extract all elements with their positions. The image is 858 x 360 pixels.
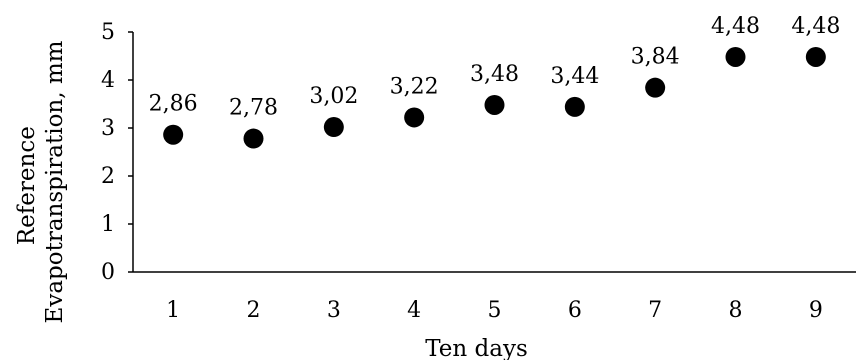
y-tick-label: 5: [101, 20, 115, 45]
data-point: [805, 46, 826, 67]
x-tick-label: 7: [648, 298, 662, 323]
data-label: 3,48: [470, 62, 519, 87]
y-axis-title-line-2: Evapotranspiration, mm: [42, 40, 68, 323]
y-tick-label: 0: [101, 260, 115, 285]
x-tick-label: 3: [327, 298, 341, 323]
data-points: [163, 46, 826, 149]
x-tick-label: 2: [247, 298, 261, 323]
x-axis-ticks: 1 2 3 4 5 6 7 8 9: [166, 298, 823, 323]
data-labels: 2,86 2,78 3,02 3,22 3,48 3,44 3,84 4,48 4,48: [149, 14, 841, 121]
y-tick-label: 3: [101, 116, 115, 141]
y-tick-label: 1: [101, 212, 115, 237]
y-tick-label: 2: [101, 164, 115, 189]
x-tick-label: 6: [568, 298, 582, 323]
data-point: [564, 96, 585, 117]
x-axis-title: Ten days: [425, 336, 528, 360]
data-label: 3,02: [309, 84, 358, 109]
y-tick-label: 4: [101, 68, 115, 93]
x-tick-label: 9: [809, 298, 823, 323]
data-point: [484, 94, 505, 115]
data-label: 3,84: [631, 45, 680, 70]
data-label: 2,78: [229, 96, 278, 121]
data-label: 3,22: [390, 74, 439, 99]
x-tick-label: 8: [729, 298, 743, 323]
data-label: 4,48: [711, 14, 760, 39]
data-point: [645, 77, 666, 98]
data-point: [323, 117, 344, 138]
y-axis-title-line-1: Reference: [14, 126, 40, 245]
data-label: 4,48: [791, 14, 840, 39]
data-label: 3,44: [550, 64, 599, 89]
x-tick-label: 5: [488, 298, 502, 323]
y-axis-title: Reference Evapotranspiration, mm: [14, 40, 68, 323]
data-point: [163, 124, 184, 145]
data-point: [404, 107, 425, 128]
y-axis-ticks: 0 1 2 3 4 5: [101, 20, 133, 285]
x-tick-label: 1: [166, 298, 180, 323]
data-point: [725, 46, 746, 67]
data-label: 2,86: [149, 92, 198, 117]
x-tick-label: 4: [407, 298, 421, 323]
data-point: [243, 128, 264, 149]
